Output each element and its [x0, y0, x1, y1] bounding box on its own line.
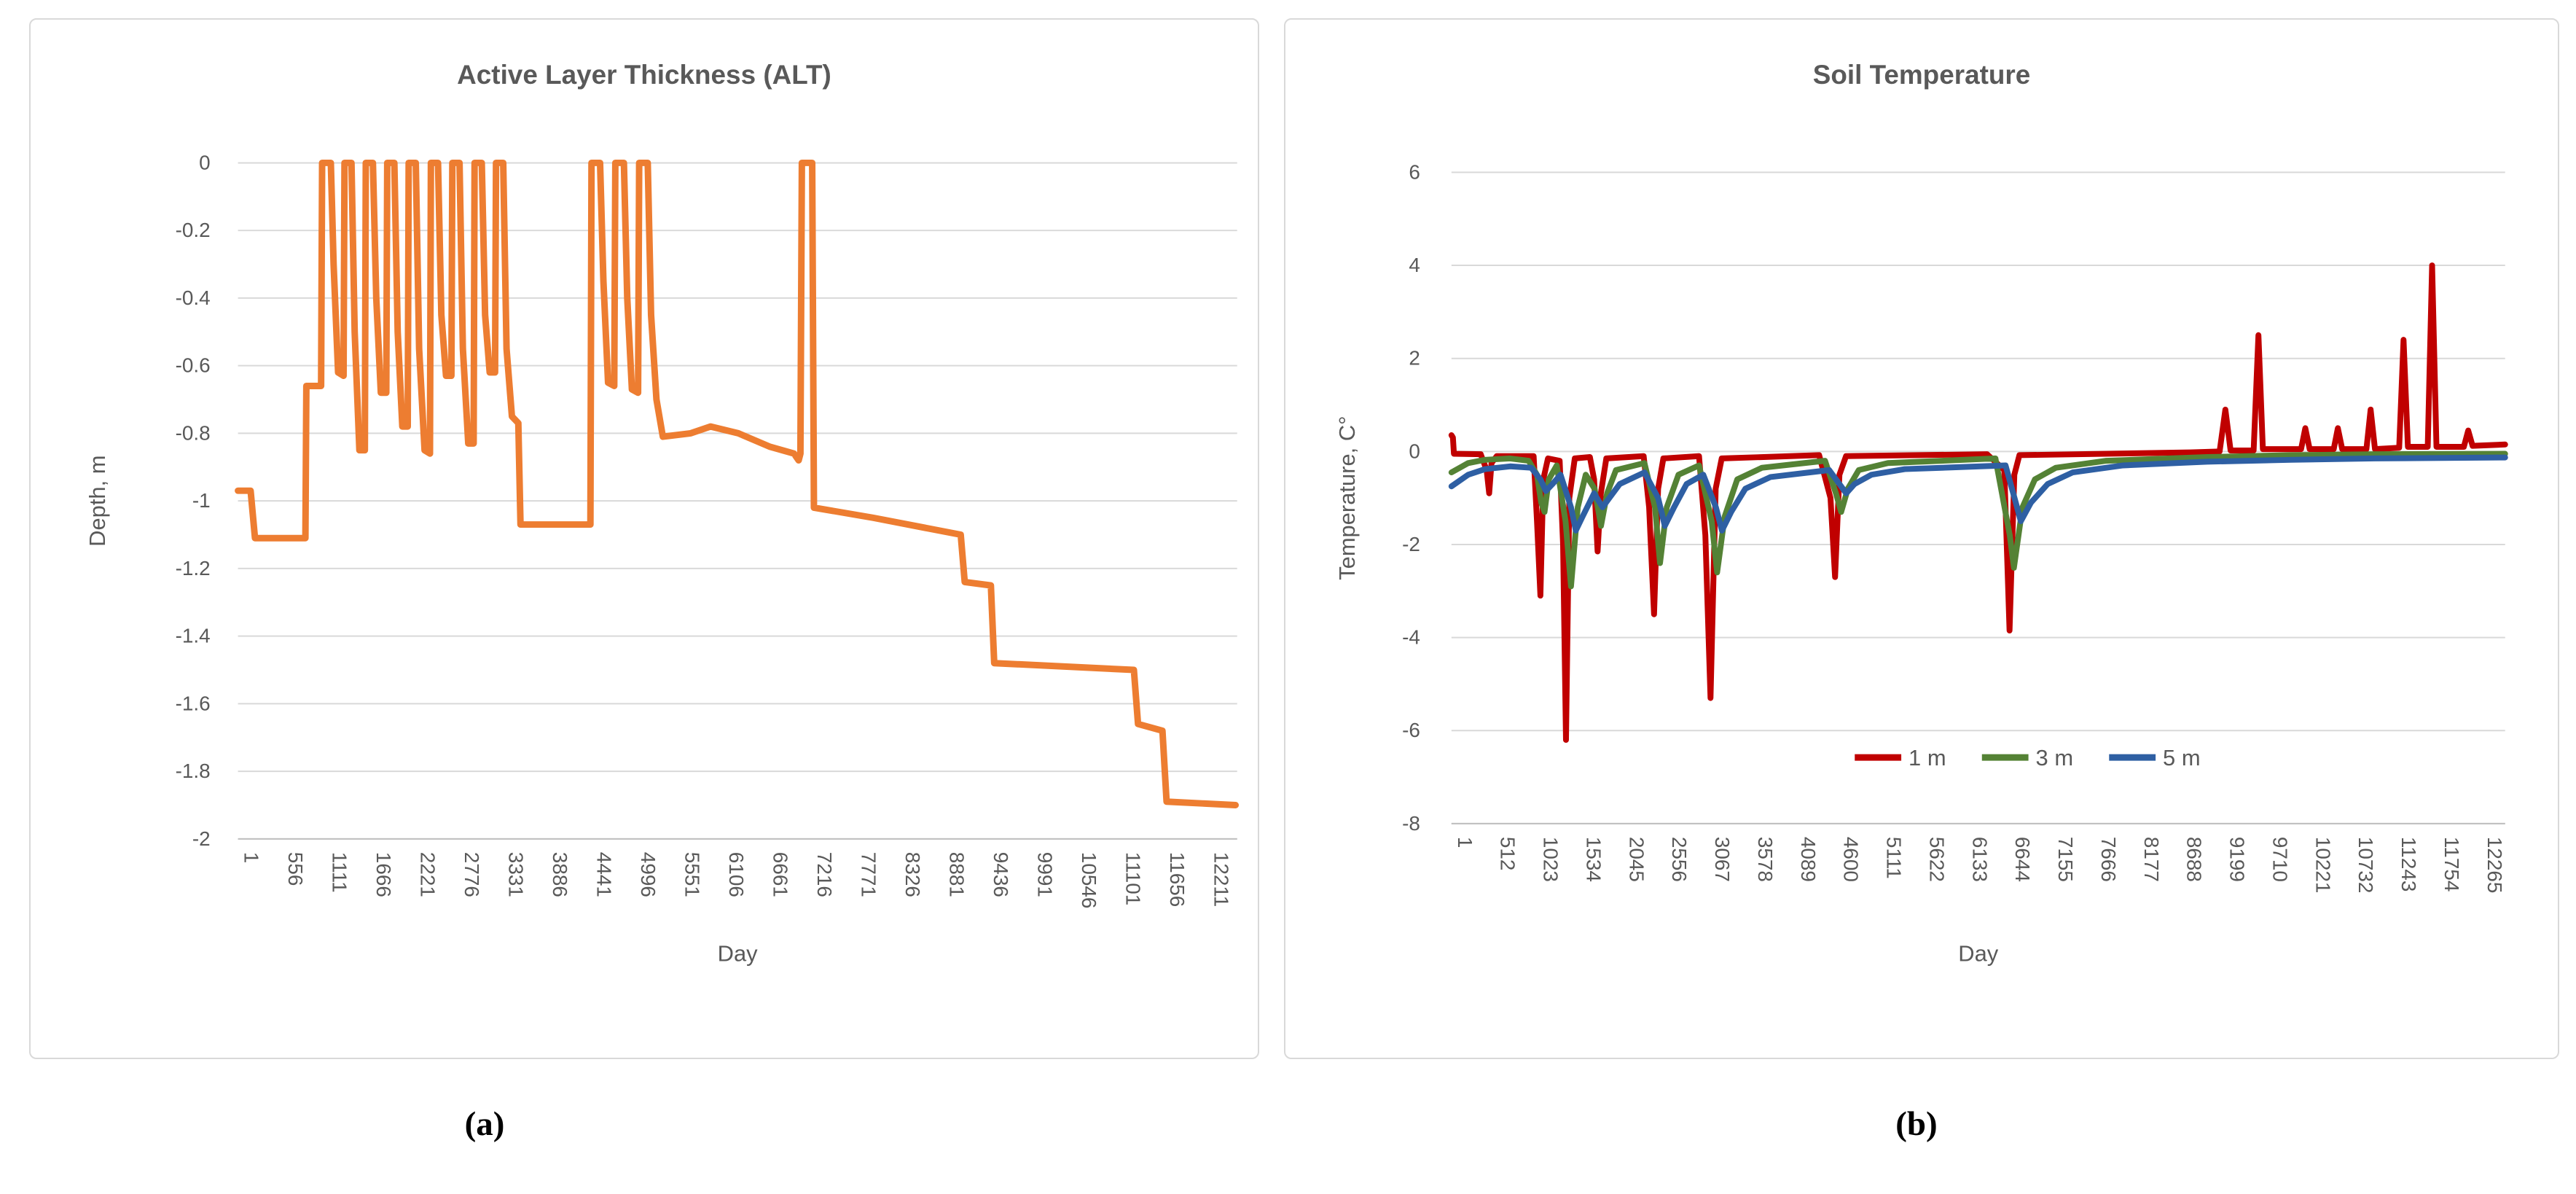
- x-tick-label: 1: [1454, 837, 1476, 848]
- y-tick-label: 2: [1409, 347, 1420, 370]
- x-tick-label: 8881: [945, 852, 968, 897]
- x-tick-label: 11754: [2440, 837, 2463, 892]
- x-tick-label: 10732: [2354, 837, 2377, 894]
- x-tick-label: 12265: [2483, 837, 2506, 894]
- y-axis-title: Temperature, C°: [1334, 415, 1360, 580]
- y-tick-label: -0.4: [176, 286, 211, 309]
- x-tick-label: 6106: [725, 852, 748, 897]
- x-tick-label: 7216: [813, 852, 836, 897]
- x-tick-label: 4996: [637, 852, 659, 897]
- legend-label: 5 m: [2163, 745, 2201, 770]
- alt-chart-frame: 0 -0.2 -0.4 -0.6 -0.8 -1 -1.2 -1.4 -1.6 -1.8 -2 1 55…: [29, 18, 1259, 1059]
- series-line-alt: [235, 159, 1240, 808]
- series-line-5-m: [1448, 454, 2508, 534]
- x-tick-label: 1534: [1582, 837, 1605, 882]
- y-tick-label: -0.8: [176, 421, 211, 444]
- soil-temperature-chart-frame: 6 4 2 0 -2 -4 -6 -8 1 512 1023 1534 2045 2556 3067 3578…: [1284, 18, 2559, 1059]
- x-tick-label: 9710: [2268, 837, 2291, 882]
- y-tick-label: -1.8: [176, 760, 211, 782]
- series-line-3-m: [1448, 450, 2508, 590]
- x-tick-label: 2045: [1625, 837, 1648, 882]
- x-tick-label: 4441: [593, 852, 616, 897]
- x-tick-label: 12211: [1210, 852, 1232, 908]
- x-tick-label: 2776: [461, 852, 483, 897]
- y-tick-label: -1.6: [176, 692, 211, 714]
- x-tick-label: 6133: [1968, 837, 1991, 882]
- subfigure-caption-b: (b): [1895, 1105, 1938, 1143]
- y-tick-label: -4: [1402, 626, 1420, 649]
- x-tick-label: 11101: [1121, 852, 1144, 905]
- x-tick-label: 1111: [329, 852, 351, 893]
- x-tick-label: 3067: [1711, 837, 1734, 882]
- y-tick-label: 4: [1409, 254, 1420, 276]
- x-tick-label: 9436: [990, 852, 1012, 897]
- alt-chart: 0 -0.2 -0.4 -0.6 -0.8 -1 -1.2 -1.4 -1.6 -1.8 -2 1 55…: [85, 60, 1240, 966]
- y-tick-label: 0: [1409, 440, 1420, 462]
- x-tick-label: 512: [1497, 837, 1519, 871]
- x-tick-label: 8177: [2140, 837, 2163, 882]
- x-tick-label: 7155: [2054, 837, 2077, 882]
- y-tick-label: -6: [1402, 719, 1420, 741]
- soil-temperature-chart: 6 4 2 0 -2 -4 -6 -8 1 512 1023 1534 2045 2556 3067 3578…: [1334, 60, 2508, 966]
- y-tick-label: -0.2: [176, 219, 211, 241]
- x-tick-label: 8326: [901, 852, 924, 897]
- x-tick-label: 2221: [417, 852, 439, 897]
- x-tick-label: 5551: [681, 852, 704, 897]
- legend-label: 1 m: [1908, 745, 1946, 770]
- y-tick-label: -1: [192, 489, 211, 512]
- legend-label: 3 m: [2036, 745, 2074, 770]
- legend-item-5-m: 5 m: [2109, 745, 2201, 770]
- x-tick-label: 11243: [2397, 837, 2420, 892]
- chart-title: Soil Temperature: [1813, 60, 2031, 90]
- x-tick-label: 6644: [2011, 837, 2034, 882]
- x-tick-label: 10546: [1078, 852, 1100, 909]
- x-tick-label: 7771: [857, 852, 880, 897]
- x-axis-title: Day: [1958, 940, 1999, 966]
- x-tick-label: 7666: [2097, 837, 2120, 882]
- x-tick-label: 11656: [1166, 852, 1189, 908]
- legend-item-1-m: 1 m: [1855, 745, 1946, 770]
- series-line-1-m: [1448, 262, 2508, 744]
- y-tick-label: -8: [1402, 812, 1420, 835]
- x-tick-label: 9199: [2226, 837, 2249, 882]
- x-tick-label: 556: [284, 852, 307, 886]
- x-tick-label: 5622: [1925, 837, 1948, 882]
- y-tick-label: -2: [1402, 533, 1420, 555]
- y-tick-label: 0: [199, 151, 211, 173]
- y-tick-label: -1.2: [176, 557, 211, 580]
- y-tick-label: -0.6: [176, 354, 211, 377]
- x-tick-label: 9991: [1033, 852, 1056, 897]
- x-tick-label: 1023: [1540, 837, 1562, 882]
- y-tick-label: -1.4: [176, 625, 211, 647]
- y-axis-title: Depth, m: [85, 455, 110, 546]
- subfigure-caption-a: (a): [464, 1105, 505, 1143]
- x-tick-label: 3331: [505, 852, 528, 897]
- x-tick-label: 8688: [2183, 837, 2206, 882]
- chart-title: Active Layer Thickness (ALT): [457, 60, 831, 90]
- x-tick-label: 4600: [1840, 837, 1863, 882]
- x-tick-label: 4089: [1797, 837, 1820, 882]
- legend-item-3-m: 3 m: [1981, 745, 2074, 770]
- x-tick-label: 3578: [1754, 837, 1777, 882]
- x-tick-label: 2556: [1668, 837, 1691, 882]
- y-tick-label: 6: [1409, 160, 1420, 183]
- y-tick-label: -2: [192, 827, 211, 850]
- x-tick-label: 1: [240, 852, 263, 864]
- x-tick-label: 3886: [549, 852, 571, 897]
- x-tick-label: 1666: [372, 852, 395, 897]
- x-axis-title: Day: [718, 940, 759, 966]
- x-tick-label: 6661: [770, 852, 792, 897]
- x-tick-label: 10221: [2311, 837, 2334, 894]
- x-tick-label: 5111: [1883, 837, 1906, 879]
